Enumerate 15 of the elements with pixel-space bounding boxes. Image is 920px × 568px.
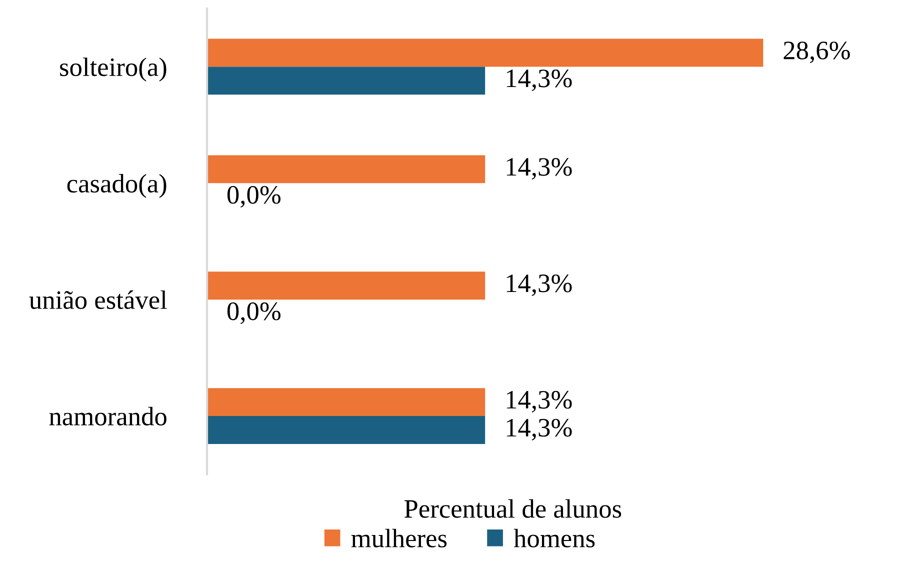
data-label: 14,3% [506, 70, 572, 92]
y-tick-label: namorando [49, 406, 166, 426]
x-axis-title: Percentual de alunos [404, 499, 622, 518]
y-tick-label: solteiro(a) [60, 58, 166, 82]
legend-label: mulheres [351, 528, 447, 548]
legend-label: homens [514, 528, 595, 548]
data-label: 0,0% [227, 186, 281, 208]
y-tick-label: união estável [29, 290, 167, 310]
data-label: 0,0% [227, 302, 281, 324]
y-tick-label: casado(a) [67, 174, 166, 198]
data-label: 14,3% [506, 274, 572, 296]
data-label: 14,3% [506, 390, 572, 412]
data-label: 14,3% [506, 418, 572, 440]
data-label: 28,6% [784, 42, 850, 64]
data-label: 14,3% [506, 158, 572, 180]
